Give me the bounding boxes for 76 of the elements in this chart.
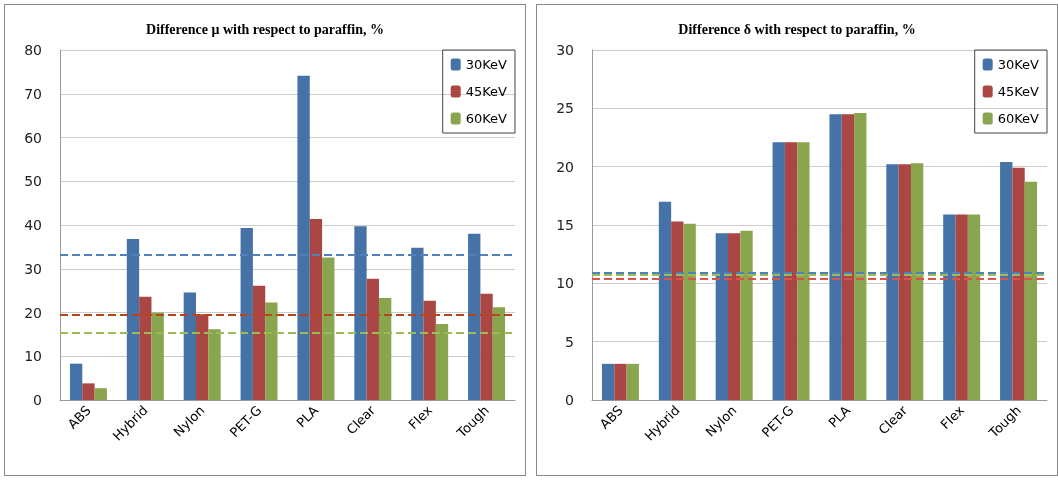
y-tick-label: 10 — [24, 348, 42, 365]
chart-title: Difference δ with respect to paraffin, % — [678, 21, 916, 37]
bar — [601, 363, 615, 400]
bar — [1000, 162, 1013, 400]
bar — [728, 233, 741, 400]
bar — [196, 314, 209, 400]
legend-label: 60KeV — [465, 111, 508, 126]
x-tick-label: Flex — [937, 402, 968, 433]
legend-label: 30KeV — [997, 57, 1040, 72]
bar — [715, 233, 729, 400]
bar — [910, 163, 924, 400]
chart-title: Difference μ with respect to paraffin, % — [146, 21, 384, 37]
bar — [797, 142, 810, 400]
legend-label: 45KeV — [465, 84, 508, 99]
x-tick-label: PLA — [293, 402, 322, 431]
bar — [240, 228, 253, 400]
y-tick-label: 25 — [556, 100, 574, 117]
bar — [841, 114, 855, 400]
bar — [411, 247, 424, 400]
legend-label: 60KeV — [997, 111, 1040, 126]
y-tick-label: 10 — [556, 275, 574, 292]
bar — [772, 142, 785, 400]
y-tick-label: 80 — [24, 42, 42, 58]
bar — [1024, 181, 1038, 400]
y-tick-label: 15 — [556, 217, 574, 233]
bar — [151, 312, 164, 400]
bar — [69, 363, 83, 400]
bar — [309, 218, 323, 400]
y-tick-label: 0 — [33, 392, 42, 408]
y-tick-label: 5 — [565, 333, 574, 350]
bar — [1012, 167, 1025, 400]
bar — [252, 285, 266, 400]
y-tick-label: 40 — [24, 217, 42, 233]
bar — [208, 329, 221, 400]
bar — [366, 278, 379, 400]
bar — [886, 164, 899, 400]
bar — [423, 300, 436, 400]
bar — [480, 293, 493, 400]
bar — [829, 114, 842, 400]
y-tick-label: 0 — [565, 392, 574, 408]
y-tick-label: 20 — [24, 304, 42, 321]
y-tick-label: 20 — [556, 158, 574, 175]
y-tick-label: 50 — [24, 173, 42, 190]
bar — [126, 239, 140, 400]
x-tick-label: PLA — [825, 402, 854, 431]
x-tick-label: Flex — [405, 402, 436, 433]
bar — [139, 296, 152, 400]
bar — [265, 302, 278, 400]
bar — [683, 223, 696, 400]
bar — [784, 142, 798, 400]
y-tick-label: 30 — [24, 260, 42, 277]
bar — [94, 388, 107, 400]
bar — [955, 214, 968, 400]
bar — [354, 226, 367, 400]
bar — [614, 363, 627, 400]
bar — [82, 383, 95, 400]
bar — [183, 292, 197, 400]
bar — [378, 298, 392, 400]
bar — [297, 75, 310, 400]
bar — [740, 230, 753, 400]
bar — [322, 257, 335, 400]
bar — [658, 201, 672, 400]
y-tick-label: 70 — [24, 85, 42, 102]
bar — [492, 307, 506, 400]
y-tick-label: 60 — [24, 129, 42, 146]
bar — [626, 363, 639, 400]
bar — [898, 164, 911, 400]
bar — [854, 113, 867, 400]
bar — [967, 214, 981, 400]
legend-label: 30KeV — [465, 57, 508, 72]
y-tick-label: 30 — [556, 42, 574, 58]
bar — [468, 233, 481, 400]
legend-label: 45KeV — [997, 84, 1040, 99]
bar — [943, 214, 956, 400]
bar — [435, 323, 449, 400]
bar — [671, 221, 684, 400]
